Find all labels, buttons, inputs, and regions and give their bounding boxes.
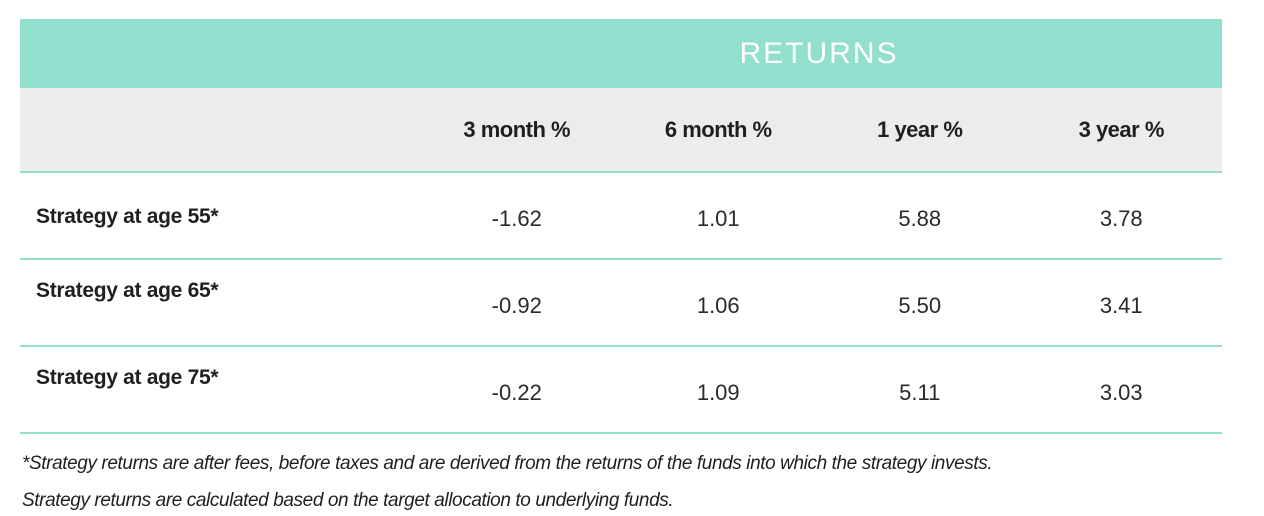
table-row-age-65: Strategy at age 65* -0.92 1.06 5.50 3.41 (20, 260, 1222, 347)
value-6-month: 1.01 (696, 206, 740, 231)
value-3-year: 3.03 (1099, 380, 1143, 405)
column-header-1-year: 1 year % (877, 116, 963, 142)
footnote-allocation: Strategy returns are calculated based on… (22, 490, 674, 511)
row-label: Strategy at age 65* (36, 279, 219, 302)
value-3-month: -0.22 (491, 380, 542, 405)
value-3-year: 3.78 (1099, 206, 1143, 231)
returns-header-band: RETURNS (20, 19, 1222, 88)
row-label: Strategy at age 75* (36, 366, 219, 389)
table-row-age-55: Strategy at age 55* -1.62 1.01 5.88 3.78 (20, 173, 1222, 260)
value-3-year: 3.41 (1099, 293, 1143, 318)
value-3-month: -0.92 (491, 293, 542, 318)
returns-title: RETURNS (739, 36, 899, 70)
value-6-month: 1.06 (696, 293, 740, 318)
column-header-3-year: 3 year % (1078, 116, 1165, 142)
value-6-month: 1.09 (696, 380, 740, 405)
footnotes: *Strategy returns are after fees, before… (22, 445, 1242, 516)
empty-header-cell (20, 88, 416, 171)
returns-table: RETURNS 3 month % 6 month % 1 year % 3 y… (20, 19, 1222, 434)
value-1-year: 5.50 (898, 293, 942, 318)
table-row-age-75: Strategy at age 75* -0.22 1.09 5.11 3.03 (20, 347, 1222, 434)
value-1-year: 5.88 (898, 206, 942, 231)
value-1-year: 5.11 (899, 380, 941, 405)
column-header-6-month: 6 month % (664, 116, 772, 142)
row-label: Strategy at age 55* (36, 205, 219, 228)
header-spacer (20, 19, 416, 88)
column-header-3-month: 3 month % (463, 116, 571, 142)
value-3-month: -1.62 (491, 206, 542, 231)
footnote-fees: *Strategy returns are after fees, before… (22, 453, 993, 474)
column-header-row: 3 month % 6 month % 1 year % 3 year % (20, 88, 1222, 173)
